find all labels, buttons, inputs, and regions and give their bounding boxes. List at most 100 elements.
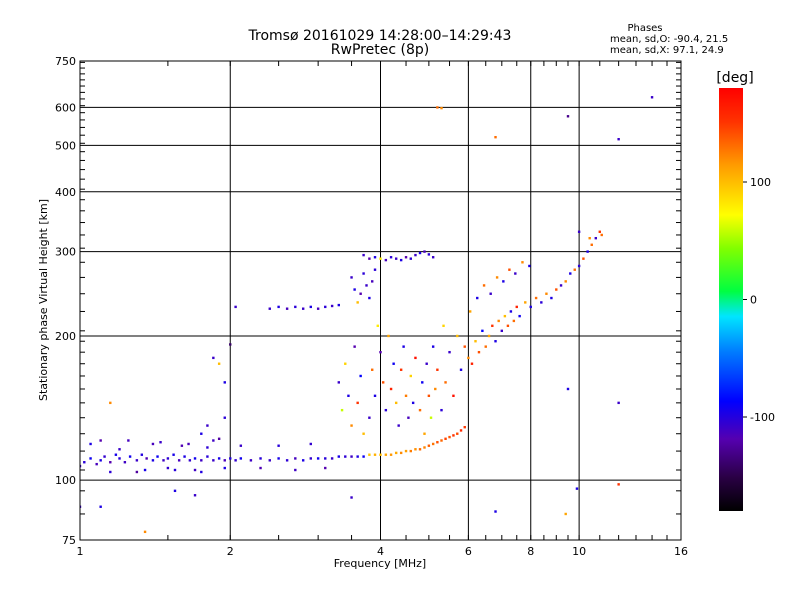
data-point (350, 276, 353, 279)
data-point (468, 310, 472, 313)
data-point (586, 250, 589, 253)
data-point (470, 362, 474, 365)
data-point (166, 457, 170, 460)
data-point (337, 303, 341, 307)
data-point (459, 429, 463, 432)
phase-stats-x-mode: mean, sd,X: 97.1, 24.9 (610, 45, 724, 56)
data-point (371, 368, 374, 371)
data-point (316, 457, 320, 460)
data-point (477, 350, 481, 354)
data-point (359, 292, 362, 295)
data-point (528, 264, 531, 268)
data-point (373, 453, 377, 456)
data-point (421, 381, 424, 384)
data-point (285, 459, 289, 462)
data-point (103, 455, 106, 458)
data-point (371, 280, 374, 283)
y-axis-label: Stationary phase Virtual Height [km] (37, 199, 50, 401)
data-point (577, 230, 581, 233)
data-point (217, 457, 221, 460)
data-point (389, 453, 393, 456)
data-point (172, 453, 175, 456)
data-point (590, 243, 593, 246)
data-point (350, 455, 353, 458)
data-point (277, 444, 280, 447)
x-tick-label: 8 (527, 545, 534, 558)
data-point (429, 416, 433, 419)
data-point (448, 435, 451, 439)
data-point (330, 457, 334, 460)
data-point (506, 324, 510, 328)
data-point (489, 292, 492, 295)
data-point (394, 401, 398, 405)
data-point (309, 305, 312, 309)
data-point (440, 106, 443, 110)
data-point (481, 329, 484, 333)
data-point (114, 453, 118, 456)
data-point (95, 462, 98, 466)
data-point (128, 455, 132, 458)
data-point (509, 310, 513, 313)
data-point (566, 387, 570, 391)
data-point (277, 305, 280, 309)
data-point (566, 115, 570, 118)
data-point (89, 457, 92, 460)
data-point (431, 256, 435, 259)
data-point (123, 461, 127, 464)
data-point (324, 457, 327, 460)
data-point (521, 261, 524, 264)
data-point (456, 334, 459, 338)
data-point (452, 394, 455, 398)
data-point (212, 439, 215, 442)
chart-title-line2: RwPretec (8p) (331, 42, 429, 58)
data-point (459, 368, 463, 371)
data-point (431, 345, 435, 348)
data-point (411, 401, 415, 405)
data-point (394, 257, 398, 260)
data-point (381, 381, 385, 384)
data-point (463, 345, 466, 348)
data-point (399, 368, 403, 371)
data-point (491, 324, 494, 328)
data-point (444, 437, 447, 440)
y-tick-label: 600 (55, 101, 76, 114)
data-point (118, 457, 121, 460)
data-point (340, 408, 344, 412)
data-point (512, 319, 516, 323)
data-point (384, 258, 388, 262)
colorbar-tick-label: 0 (750, 294, 757, 307)
data-point (436, 368, 439, 371)
phase-stats-o-mode: mean, sd,O: -90.4, 21.5 (610, 34, 728, 45)
data-point (440, 408, 443, 412)
data-point (239, 457, 243, 460)
x-tick-label: 2 (227, 545, 234, 558)
data-point (427, 444, 431, 447)
data-point (617, 483, 620, 486)
data-point (508, 268, 511, 271)
data-point (389, 387, 393, 391)
data-point (223, 459, 226, 462)
data-point (409, 449, 412, 453)
data-point (397, 424, 400, 427)
data-point (418, 408, 422, 412)
data-point (502, 280, 505, 283)
data-point (212, 356, 215, 360)
data-point (200, 432, 203, 435)
data-point (344, 455, 347, 458)
data-point (414, 356, 417, 360)
data-point (350, 496, 353, 499)
data-point (559, 284, 563, 287)
data-point (180, 444, 184, 447)
data-point (223, 381, 226, 384)
colorbar (719, 88, 743, 511)
data-point (99, 505, 102, 508)
data-point (564, 512, 567, 516)
data-point (494, 340, 497, 343)
data-point (598, 230, 601, 233)
data-point (217, 437, 221, 440)
data-point (234, 305, 237, 309)
data-point (425, 362, 428, 365)
data-point (418, 251, 422, 255)
data-point (427, 253, 431, 256)
data-point (402, 345, 405, 348)
